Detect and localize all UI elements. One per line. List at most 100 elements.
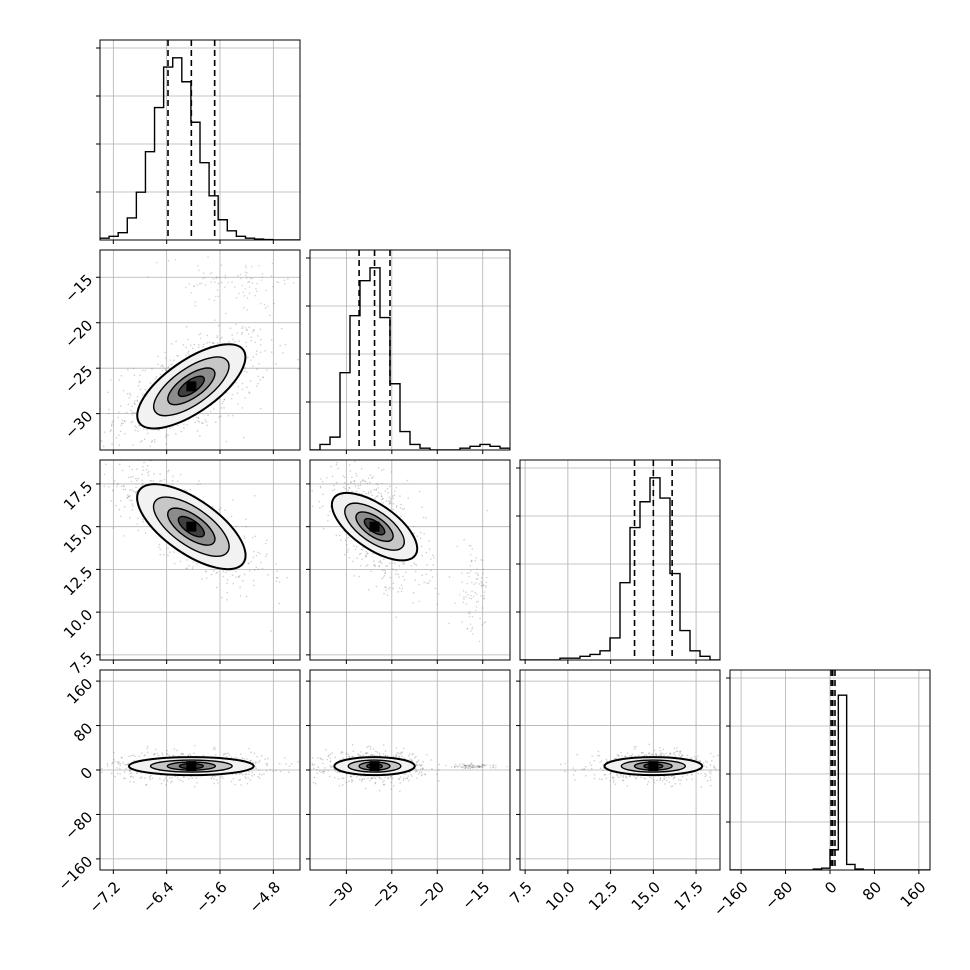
scatter-point [401, 751, 404, 753]
scatter-point [337, 778, 340, 780]
scatter-point [691, 773, 694, 776]
scatter-point [253, 752, 256, 755]
scatter-point [375, 489, 377, 491]
scatter-point [338, 534, 341, 537]
scatter-point [136, 395, 139, 398]
scatter-point [483, 764, 485, 767]
scatter-point [667, 776, 670, 779]
scatter-point [135, 426, 138, 429]
scatter-point [359, 481, 362, 484]
scatter-point [116, 482, 119, 485]
scatter-point [253, 773, 256, 776]
scatter-point [347, 548, 350, 551]
scatter-point [192, 561, 195, 563]
scatter-point [242, 291, 244, 293]
scatter-point [334, 770, 337, 772]
scatter-point [226, 592, 229, 594]
scatter-point [365, 555, 368, 558]
scatter-point [136, 468, 138, 470]
scatter-point [230, 756, 233, 759]
scatter-point [660, 752, 662, 754]
pair-panel [520, 670, 720, 870]
scatter-point [341, 777, 343, 779]
scatter-point [305, 771, 307, 773]
scatter-point [383, 574, 386, 577]
scatter-point [168, 754, 171, 757]
scatter-point [297, 465, 299, 467]
scatter-point [332, 489, 334, 492]
scatter-point [111, 761, 114, 764]
scatter-point [422, 768, 424, 770]
scatter-point [248, 326, 250, 329]
histogram-step [310, 267, 510, 450]
scatter-point [326, 758, 329, 761]
panel-frame [309, 459, 511, 661]
scatter-point [180, 753, 183, 755]
scatter-point [227, 752, 229, 755]
scatter-point [212, 778, 215, 780]
scatter-point [468, 597, 471, 599]
scatter-point [365, 492, 367, 495]
scatter-point [367, 552, 369, 555]
scatter-point [600, 760, 603, 762]
scatter-point [464, 765, 467, 767]
scatter-point [147, 276, 149, 278]
scatter-point [407, 497, 409, 499]
scatter-point [213, 570, 215, 572]
scatter-point [353, 774, 355, 777]
scatter-point [292, 282, 295, 284]
scatter-point [409, 771, 411, 773]
scatter-point [198, 269, 200, 272]
scatter-point [431, 768, 433, 770]
scatter-point [477, 574, 479, 577]
scatter-point [362, 479, 364, 481]
scatter-point [251, 277, 254, 280]
scatter-point [318, 500, 320, 503]
scatter-point [383, 569, 385, 572]
scatter-point [117, 416, 119, 419]
scatter-point [478, 766, 481, 769]
scatter-point [392, 497, 394, 500]
scatter-point [360, 751, 362, 753]
scatter-point [118, 463, 121, 466]
scatter-point [243, 535, 246, 537]
scatter-point [146, 751, 149, 754]
scatter-point [251, 331, 254, 333]
scatter-point [468, 544, 471, 547]
scatter-point [188, 564, 190, 567]
scatter-point [464, 764, 467, 767]
scatter-point [101, 768, 103, 770]
scatter-point [193, 785, 196, 788]
scatter-point [655, 753, 657, 756]
scatter-point [438, 780, 440, 782]
scatter-point [127, 762, 130, 765]
scatter-point [210, 281, 212, 283]
scatter-point [470, 762, 473, 764]
scatter-point [324, 447, 326, 449]
scatter-point [360, 468, 363, 470]
scatter-point [469, 612, 471, 615]
scatter-point [141, 440, 143, 442]
scatter-point [470, 569, 472, 572]
scatter-point [425, 551, 428, 554]
scatter-point [193, 285, 195, 287]
scatter-point [358, 553, 361, 556]
scatter-point [352, 750, 355, 753]
scatter-point [124, 488, 127, 491]
scatter-point [251, 771, 253, 773]
scatter-point [351, 755, 353, 758]
scatter-point [374, 782, 376, 785]
scatter-point [408, 758, 411, 760]
scatter-point [120, 499, 122, 502]
scatter-point [329, 760, 332, 763]
scatter-point [406, 777, 408, 779]
scatter-point [101, 454, 103, 456]
scatter-point [176, 776, 179, 779]
pair-panel [100, 670, 300, 870]
scatter-point [149, 775, 152, 778]
scatter-point [681, 754, 683, 756]
scatter-point [312, 767, 315, 770]
scatter-point [394, 756, 397, 758]
scatter-point [373, 489, 375, 491]
scatter-point [367, 745, 370, 748]
